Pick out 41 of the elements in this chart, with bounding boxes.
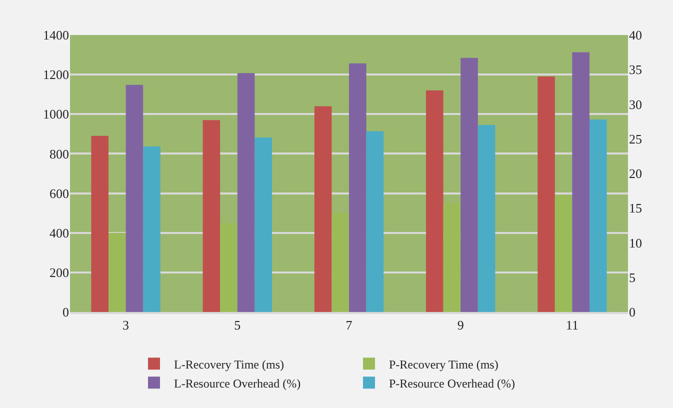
x-tick-label: 7 — [346, 318, 353, 333]
y2-tick-label: 0 — [629, 304, 636, 320]
bar — [314, 106, 332, 312]
y-tick-label: 200 — [50, 264, 69, 280]
bar — [590, 119, 607, 312]
bar — [143, 146, 160, 312]
x-tick-label: 5 — [234, 318, 241, 333]
bar — [202, 120, 220, 312]
y2-tick-label: 10 — [629, 235, 642, 250]
y-tick-label: 600 — [50, 186, 69, 201]
y-tick-label: 0 — [62, 304, 69, 320]
x-tick-label: 3 — [122, 318, 130, 333]
x-tick-label: 9 — [457, 318, 464, 333]
y-tick-label: 1200 — [43, 67, 69, 82]
legend-label: P-Resource Overhead (%) — [389, 376, 515, 390]
y2-tick-label: 30 — [629, 96, 642, 112]
legend-label: P-Recovery Time (ms) — [389, 357, 498, 372]
bar — [91, 136, 108, 312]
bar — [349, 63, 366, 312]
bar — [254, 137, 272, 312]
bar — [572, 52, 590, 312]
y-tick-label: 800 — [50, 146, 69, 162]
y2-tick-label: 5 — [629, 270, 636, 285]
y2-tick-label: 35 — [629, 62, 642, 78]
bar — [426, 90, 444, 312]
y-tick-label: 1400 — [43, 28, 69, 43]
y2-tick-label: 20 — [629, 166, 642, 182]
y-tick-label: 1000 — [43, 106, 69, 122]
bar — [126, 84, 144, 312]
bar — [237, 73, 255, 312]
legend-label: L-Recovery Time (ms) — [174, 357, 284, 372]
bar — [478, 125, 496, 312]
y2-tick-label: 40 — [629, 28, 642, 43]
y-tick-label: 400 — [50, 225, 69, 240]
y2-tick-label: 15 — [629, 200, 642, 216]
bar — [366, 131, 384, 312]
bar — [538, 76, 555, 312]
bar — [460, 58, 478, 312]
legend-label: L-Resource Overhead (%) — [174, 376, 301, 390]
x-tick-label: 11 — [566, 318, 578, 333]
y2-tick-label: 25 — [629, 131, 642, 146]
